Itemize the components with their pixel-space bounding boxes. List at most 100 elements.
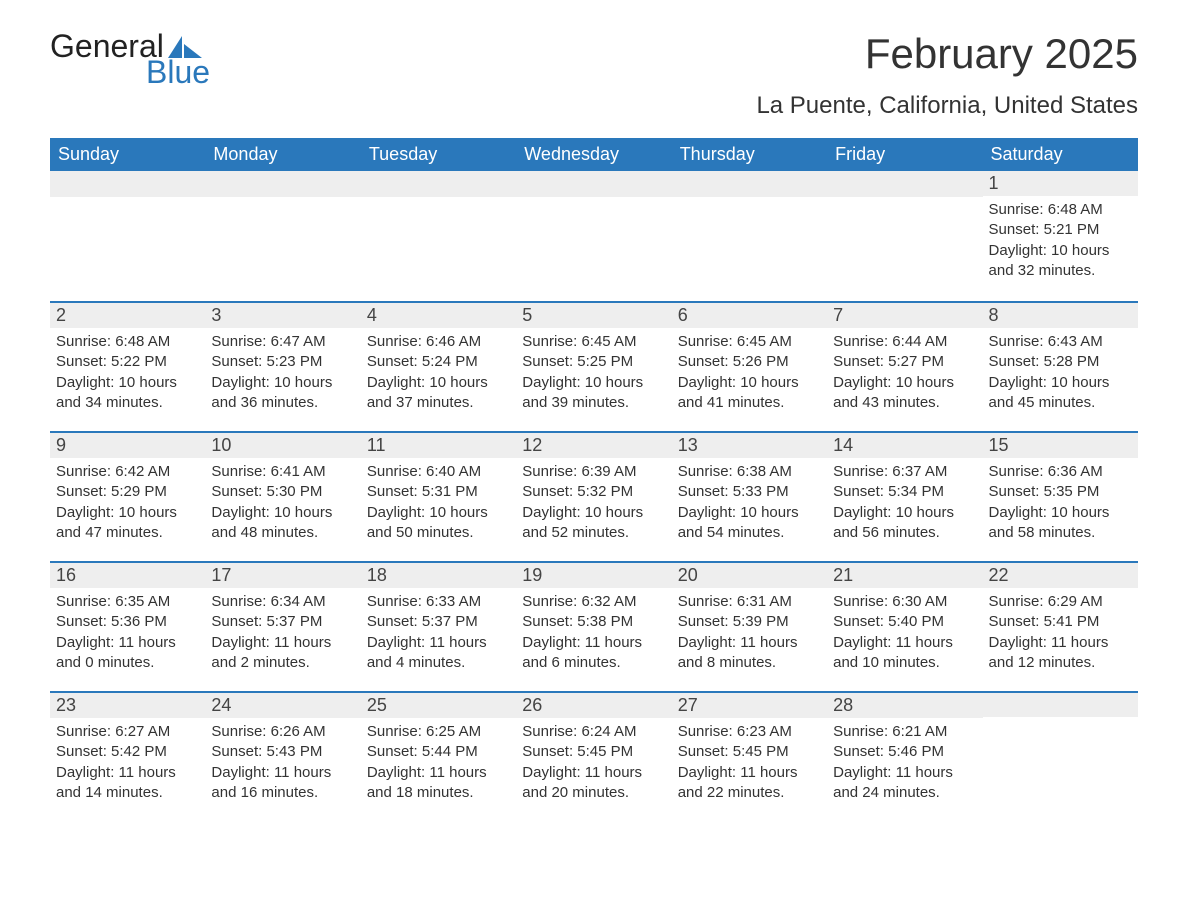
day-number: 7 <box>827 301 982 328</box>
calendar-day: 15Sunrise: 6:36 AMSunset: 5:35 PMDayligh… <box>983 431 1138 561</box>
day-details: Sunrise: 6:21 AMSunset: 5:46 PMDaylight:… <box>827 718 982 813</box>
page-title: February 2025 <box>756 30 1138 78</box>
empty-day-strip <box>827 171 982 197</box>
daylight-text: Daylight: 10 hours and 58 minutes. <box>989 503 1132 544</box>
calendar-day: 8Sunrise: 6:43 AMSunset: 5:28 PMDaylight… <box>983 301 1138 431</box>
daylight-text: Daylight: 11 hours and 6 minutes. <box>522 633 665 674</box>
day-details: Sunrise: 6:24 AMSunset: 5:45 PMDaylight:… <box>516 718 671 813</box>
daylight-text: Daylight: 10 hours and 34 minutes. <box>56 373 199 414</box>
daylight-text: Daylight: 11 hours and 24 minutes. <box>833 763 976 804</box>
day-details: Sunrise: 6:42 AMSunset: 5:29 PMDaylight:… <box>50 458 205 553</box>
daylight-text: Daylight: 11 hours and 22 minutes. <box>678 763 821 804</box>
calendar-day: 14Sunrise: 6:37 AMSunset: 5:34 PMDayligh… <box>827 431 982 561</box>
day-number: 28 <box>827 691 982 718</box>
daylight-text: Daylight: 11 hours and 10 minutes. <box>833 633 976 674</box>
sunset-text: Sunset: 5:24 PM <box>367 352 510 372</box>
sunrise-text: Sunrise: 6:47 AM <box>211 332 354 352</box>
daylight-text: Daylight: 10 hours and 47 minutes. <box>56 503 199 544</box>
day-details: Sunrise: 6:37 AMSunset: 5:34 PMDaylight:… <box>827 458 982 553</box>
sunset-text: Sunset: 5:23 PM <box>211 352 354 372</box>
logo: General Blue <box>50 30 210 88</box>
day-number: 6 <box>672 301 827 328</box>
sunset-text: Sunset: 5:26 PM <box>678 352 821 372</box>
sunrise-text: Sunrise: 6:29 AM <box>989 592 1132 612</box>
calendar-empty <box>50 171 205 301</box>
daylight-text: Daylight: 11 hours and 16 minutes. <box>211 763 354 804</box>
sunrise-text: Sunrise: 6:46 AM <box>367 332 510 352</box>
day-header: Wednesday <box>516 138 671 171</box>
sunset-text: Sunset: 5:37 PM <box>367 612 510 632</box>
daylight-text: Daylight: 10 hours and 56 minutes. <box>833 503 976 544</box>
day-number: 24 <box>205 691 360 718</box>
day-number: 27 <box>672 691 827 718</box>
calendar-day: 12Sunrise: 6:39 AMSunset: 5:32 PMDayligh… <box>516 431 671 561</box>
calendar-empty <box>205 171 360 301</box>
sunset-text: Sunset: 5:33 PM <box>678 482 821 502</box>
day-header: Monday <box>205 138 360 171</box>
sunrise-text: Sunrise: 6:32 AM <box>522 592 665 612</box>
sunrise-text: Sunrise: 6:45 AM <box>678 332 821 352</box>
daylight-text: Daylight: 10 hours and 37 minutes. <box>367 373 510 414</box>
sunset-text: Sunset: 5:31 PM <box>367 482 510 502</box>
calendar-empty <box>827 171 982 301</box>
sunrise-text: Sunrise: 6:31 AM <box>678 592 821 612</box>
daylight-text: Daylight: 10 hours and 50 minutes. <box>367 503 510 544</box>
day-number: 18 <box>361 561 516 588</box>
sunset-text: Sunset: 5:21 PM <box>989 220 1132 240</box>
daylight-text: Daylight: 11 hours and 8 minutes. <box>678 633 821 674</box>
calendar-day: 20Sunrise: 6:31 AMSunset: 5:39 PMDayligh… <box>672 561 827 691</box>
sunset-text: Sunset: 5:29 PM <box>56 482 199 502</box>
day-details: Sunrise: 6:36 AMSunset: 5:35 PMDaylight:… <box>983 458 1138 553</box>
day-header: Thursday <box>672 138 827 171</box>
calendar-day: 11Sunrise: 6:40 AMSunset: 5:31 PMDayligh… <box>361 431 516 561</box>
sunset-text: Sunset: 5:39 PM <box>678 612 821 632</box>
day-header: Tuesday <box>361 138 516 171</box>
sunset-text: Sunset: 5:28 PM <box>989 352 1132 372</box>
sunrise-text: Sunrise: 6:35 AM <box>56 592 199 612</box>
logo-text-bottom: Blue <box>146 56 210 88</box>
calendar-day: 10Sunrise: 6:41 AMSunset: 5:30 PMDayligh… <box>205 431 360 561</box>
daylight-text: Daylight: 11 hours and 12 minutes. <box>989 633 1132 674</box>
day-details: Sunrise: 6:25 AMSunset: 5:44 PMDaylight:… <box>361 718 516 813</box>
day-details: Sunrise: 6:23 AMSunset: 5:45 PMDaylight:… <box>672 718 827 813</box>
day-details: Sunrise: 6:33 AMSunset: 5:37 PMDaylight:… <box>361 588 516 683</box>
sunrise-text: Sunrise: 6:25 AM <box>367 722 510 742</box>
day-number: 9 <box>50 431 205 458</box>
header: General Blue February 2025 La Puente, Ca… <box>50 30 1138 120</box>
day-number: 19 <box>516 561 671 588</box>
empty-day-strip <box>516 171 671 197</box>
sunrise-text: Sunrise: 6:23 AM <box>678 722 821 742</box>
sunset-text: Sunset: 5:36 PM <box>56 612 199 632</box>
day-number: 26 <box>516 691 671 718</box>
day-header: Sunday <box>50 138 205 171</box>
daylight-text: Daylight: 11 hours and 2 minutes. <box>211 633 354 674</box>
sunrise-text: Sunrise: 6:38 AM <box>678 462 821 482</box>
day-details: Sunrise: 6:44 AMSunset: 5:27 PMDaylight:… <box>827 328 982 423</box>
sunrise-text: Sunrise: 6:30 AM <box>833 592 976 612</box>
calendar-day: 1Sunrise: 6:48 AMSunset: 5:21 PMDaylight… <box>983 171 1138 301</box>
day-details: Sunrise: 6:31 AMSunset: 5:39 PMDaylight:… <box>672 588 827 683</box>
calendar-day: 19Sunrise: 6:32 AMSunset: 5:38 PMDayligh… <box>516 561 671 691</box>
day-details: Sunrise: 6:40 AMSunset: 5:31 PMDaylight:… <box>361 458 516 553</box>
calendar-day: 5Sunrise: 6:45 AMSunset: 5:25 PMDaylight… <box>516 301 671 431</box>
sunrise-text: Sunrise: 6:44 AM <box>833 332 976 352</box>
sunrise-text: Sunrise: 6:43 AM <box>989 332 1132 352</box>
day-details: Sunrise: 6:38 AMSunset: 5:33 PMDaylight:… <box>672 458 827 553</box>
sunset-text: Sunset: 5:43 PM <box>211 742 354 762</box>
sunrise-text: Sunrise: 6:41 AM <box>211 462 354 482</box>
day-details: Sunrise: 6:43 AMSunset: 5:28 PMDaylight:… <box>983 328 1138 423</box>
sunset-text: Sunset: 5:37 PM <box>211 612 354 632</box>
sunset-text: Sunset: 5:22 PM <box>56 352 199 372</box>
day-number: 14 <box>827 431 982 458</box>
sunrise-text: Sunrise: 6:27 AM <box>56 722 199 742</box>
sunrise-text: Sunrise: 6:48 AM <box>56 332 199 352</box>
calendar-day: 21Sunrise: 6:30 AMSunset: 5:40 PMDayligh… <box>827 561 982 691</box>
sunset-text: Sunset: 5:27 PM <box>833 352 976 372</box>
day-number: 21 <box>827 561 982 588</box>
day-number: 3 <box>205 301 360 328</box>
calendar-day: 24Sunrise: 6:26 AMSunset: 5:43 PMDayligh… <box>205 691 360 821</box>
sunrise-text: Sunrise: 6:37 AM <box>833 462 976 482</box>
day-number: 15 <box>983 431 1138 458</box>
day-number: 23 <box>50 691 205 718</box>
sunset-text: Sunset: 5:35 PM <box>989 482 1132 502</box>
